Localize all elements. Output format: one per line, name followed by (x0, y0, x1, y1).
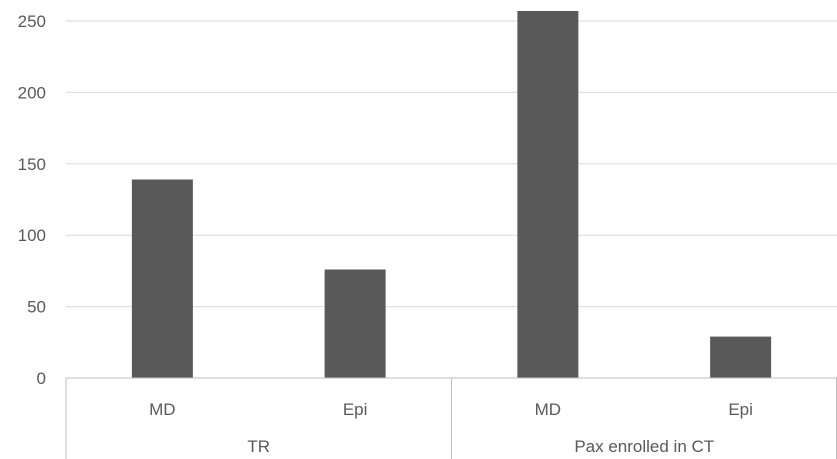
y-tick-label: 150 (18, 155, 46, 174)
x-axis (65, 377, 837, 459)
x-tick-label: MD (149, 400, 175, 419)
bar (710, 336, 772, 378)
x-group-label: Pax enrolled in CT (574, 437, 714, 456)
category-labels: MD Epi MD Epi (149, 400, 753, 419)
bar (131, 179, 193, 378)
y-tick-label: 50 (27, 298, 46, 317)
x-tick-label: MD (535, 400, 561, 419)
y-tick-label: 100 (18, 226, 46, 245)
bar (517, 11, 579, 379)
bars (131, 11, 772, 379)
y-tick-label: 250 (18, 12, 46, 31)
x-group-label: TR (247, 437, 270, 456)
y-tick-label: 200 (18, 83, 46, 102)
group-labels: TR Pax enrolled in CT (247, 437, 714, 456)
x-tick-label: Epi (343, 400, 368, 419)
x-tick-label: Epi (728, 400, 753, 419)
y-tick-labels: 0 50 100 150 200 250 (18, 12, 46, 388)
bar (324, 269, 386, 378)
gridlines (66, 20, 837, 308)
y-tick-label: 0 (37, 369, 46, 388)
